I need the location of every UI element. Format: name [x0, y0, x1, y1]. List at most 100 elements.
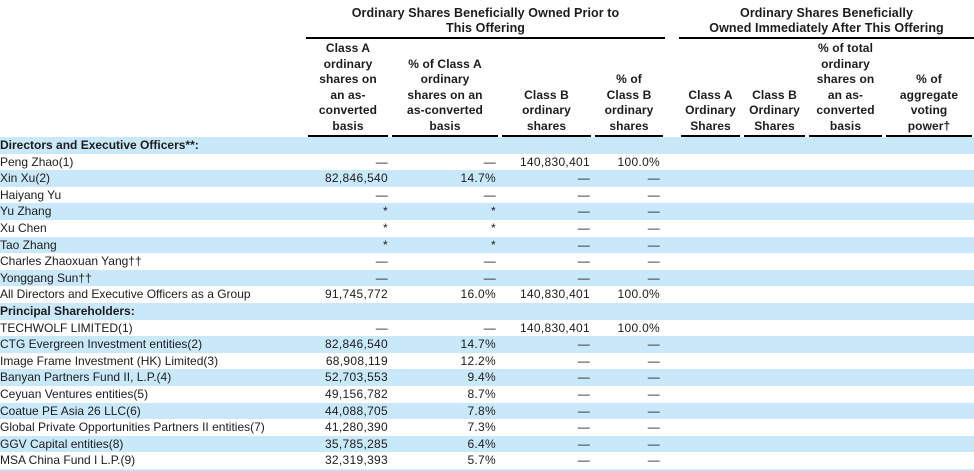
cell: 44,088,705 — [324, 403, 388, 418]
cell — [884, 220, 974, 237]
cell — [679, 320, 742, 337]
cell — [807, 154, 884, 171]
group-after-title: Ordinary Shares Beneficially Owned Immed… — [679, 6, 974, 39]
table-row: Haiyang Yu — — — — — [0, 187, 974, 204]
cell: 9.4% — [467, 370, 496, 385]
table-header: Ordinary Shares Beneficially Owned Prior… — [0, 0, 974, 137]
cell: 14.7% — [460, 171, 496, 186]
cell: 82,846,540 — [324, 337, 388, 352]
cell: * — [383, 237, 388, 252]
shareholder-name: Charles Zhaoxuan Yang†† — [0, 254, 142, 269]
spacer-cell — [665, 436, 679, 453]
table-row: Tao Zhang * * — — — [0, 236, 974, 254]
cell — [884, 170, 974, 187]
cell — [679, 253, 742, 270]
table-row: Yu Zhang * * — — — [0, 203, 974, 220]
col-voting-after: % of aggregate voting power† — [884, 39, 974, 137]
cell — [390, 137, 500, 154]
cell — [679, 353, 742, 370]
cell — [807, 419, 884, 436]
cell — [679, 303, 742, 320]
cell: — — [647, 237, 661, 252]
cell: 6.4% — [467, 436, 496, 451]
cell — [742, 452, 807, 469]
cell — [593, 303, 665, 320]
cell: — — [647, 353, 661, 368]
col-classB-prior-label: Class B ordinary shares — [502, 86, 591, 137]
empty-corner — [0, 39, 306, 137]
shareholder-name: MSA China Fund I L.P.(9) — [0, 453, 136, 468]
cell: 14.7% — [460, 337, 496, 352]
cell — [742, 403, 807, 420]
cell — [306, 137, 390, 154]
cell — [884, 303, 974, 320]
group-header-row: Ordinary Shares Beneficially Owned Prior… — [0, 0, 974, 39]
cell — [742, 220, 807, 237]
cell: — — [577, 386, 590, 401]
group-after-header: Ordinary Shares Beneficially Owned Immed… — [679, 0, 974, 39]
section-row: Directors and Executive Officers**: — [0, 137, 974, 154]
cell: 82,846,540 — [324, 171, 388, 186]
shareholder-name: Global Private Opportunities Partners II… — [0, 420, 265, 435]
shareholder-name: Yu Zhang — [0, 204, 52, 219]
cell: — — [483, 320, 496, 335]
cell — [390, 303, 500, 320]
cell — [807, 369, 884, 386]
col-pctB-prior: % of Class B ordinary shares — [593, 39, 665, 137]
cell — [679, 187, 742, 204]
col-classA-after: Class A Ordinary Shares — [679, 39, 742, 137]
cell — [884, 436, 974, 453]
cell: — — [647, 420, 661, 435]
cell: 7.3% — [467, 420, 496, 435]
spacer-cell — [665, 187, 679, 204]
cell — [807, 187, 884, 204]
table-row: All Directors and Executive Officers as … — [0, 286, 974, 303]
cell: — — [647, 187, 661, 202]
cell: 7.8% — [467, 403, 496, 418]
cell — [884, 154, 974, 171]
spacer-cell — [665, 203, 679, 220]
shareholder-name: Peng Zhao(1) — [0, 154, 74, 169]
cell — [742, 187, 807, 204]
shareholder-name: Ceyuan Ventures entities(5) — [0, 386, 149, 401]
cell — [742, 303, 807, 320]
col-classB-after-label: Class B Ordinary Shares — [744, 86, 806, 137]
cell: — — [647, 370, 661, 385]
col-classA-after-label: Class A Ordinary Shares — [681, 86, 741, 137]
cell: — — [647, 436, 661, 451]
shareholder-name: Xu Chen — [0, 220, 47, 235]
cell — [884, 187, 974, 204]
cell: 91,745,772 — [324, 287, 388, 302]
cell — [884, 452, 974, 469]
table-row: CTG Evergreen Investment entities(2) 82,8… — [0, 336, 974, 353]
cell — [742, 237, 807, 254]
table-row: Xin Xu(2) 82,846,540 14.7% — — — [0, 170, 974, 187]
col-voting-after-label: % of aggregate voting power† — [886, 70, 973, 137]
cell: 140,830,401 — [519, 287, 590, 302]
cell — [807, 137, 884, 154]
cell — [807, 452, 884, 469]
shareholder-name: Banyan Partners Fund II, L.P.(4) — [0, 370, 172, 385]
table-row-partial — [0, 468, 974, 471]
spacer-cell — [665, 369, 679, 386]
table-row: Peng Zhao(1) — — 140,830,401 100.0% — [0, 154, 974, 171]
section-title: Directors and Executive Officers**: — [0, 138, 199, 152]
table-row: Coatue PE Asia 26 LLC(6) 44,088,705 7.8% — — — [0, 402, 974, 420]
cell — [679, 220, 742, 237]
cell: — — [647, 171, 661, 186]
cell: 52,703,553 — [324, 370, 388, 385]
cell — [742, 320, 807, 337]
cell: 12.2% — [460, 353, 496, 368]
cell — [807, 303, 884, 320]
cell — [742, 253, 807, 270]
cell — [679, 154, 742, 171]
cell: 140,830,401 — [519, 320, 590, 335]
cell: — — [577, 254, 590, 269]
cell — [807, 386, 884, 403]
cell — [807, 270, 884, 287]
column-header-row: Class A ordinary shares on an as- conver… — [0, 39, 974, 137]
cell: — — [577, 337, 590, 352]
cell — [679, 137, 742, 154]
section-title: Principal Shareholders: — [0, 303, 135, 318]
